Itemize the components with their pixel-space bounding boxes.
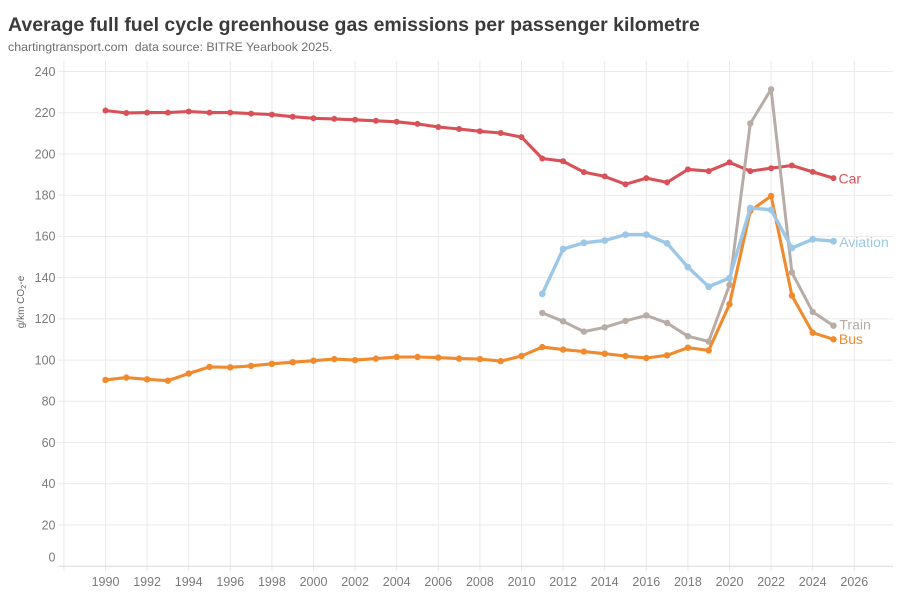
svg-text:100: 100 (35, 353, 56, 367)
svg-text:40: 40 (42, 477, 56, 491)
svg-text:Train: Train (839, 317, 870, 333)
svg-text:180: 180 (35, 189, 56, 203)
svg-text:1994: 1994 (175, 575, 203, 589)
svg-text:2010: 2010 (508, 575, 536, 589)
svg-text:2020: 2020 (716, 575, 744, 589)
svg-text:2018: 2018 (674, 575, 702, 589)
svg-text:2012: 2012 (549, 575, 577, 589)
svg-text:2014: 2014 (591, 575, 619, 589)
svg-text:Car: Car (839, 171, 862, 187)
svg-text:80: 80 (42, 395, 56, 409)
svg-text:160: 160 (35, 230, 56, 244)
svg-text:0: 0 (49, 551, 56, 565)
svg-text:1998: 1998 (258, 575, 286, 589)
svg-text:Aviation: Aviation (839, 234, 889, 250)
svg-text:2022: 2022 (757, 575, 785, 589)
svg-text:2006: 2006 (424, 575, 452, 589)
svg-text:200: 200 (35, 147, 56, 161)
svg-text:120: 120 (35, 312, 56, 326)
svg-text:240: 240 (35, 65, 56, 79)
svg-text:140: 140 (35, 271, 56, 285)
svg-text:Bus: Bus (839, 331, 863, 347)
svg-text:2016: 2016 (632, 575, 660, 589)
svg-text:2008: 2008 (466, 575, 494, 589)
svg-text:60: 60 (42, 436, 56, 450)
svg-text:2002: 2002 (341, 575, 369, 589)
svg-text:1992: 1992 (133, 575, 161, 589)
svg-text:20: 20 (42, 518, 56, 532)
svg-text:1996: 1996 (216, 575, 244, 589)
svg-text:220: 220 (35, 106, 56, 120)
svg-text:2000: 2000 (300, 575, 328, 589)
svg-text:2024: 2024 (799, 575, 827, 589)
svg-text:2026: 2026 (840, 575, 868, 589)
svg-text:g/km CO2-e: g/km CO2-e (16, 275, 28, 328)
svg-text:2004: 2004 (383, 575, 411, 589)
svg-text:1990: 1990 (92, 575, 120, 589)
